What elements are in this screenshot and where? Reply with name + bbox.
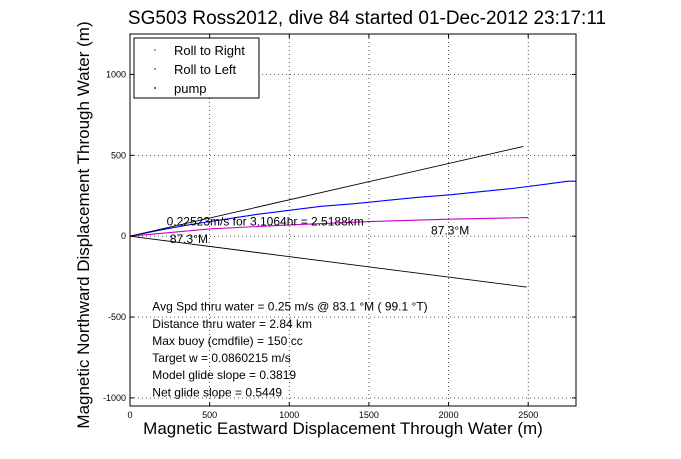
annotation-text: Net glide slope = 0.5449 <box>152 385 282 399</box>
chart-title: SG503 Ross2012, dive 84 started 01-Dec-2… <box>128 8 606 29</box>
annotation-text: Max buoy (cmdfile) = 150 cc <box>152 334 302 348</box>
legend-marker <box>154 49 156 51</box>
axes-frame <box>129 33 577 407</box>
plot-area: 0 500 1000 1500 2000 2500 -1000 -500 0 500 1000 0.2… <box>103 33 577 420</box>
x-tick-label: 1500 <box>359 410 379 420</box>
annotation-text: 87.3°M <box>170 232 208 246</box>
legend-entry-label: Roll to Left <box>174 62 237 77</box>
x-tick-label: 2500 <box>518 410 538 420</box>
x-tick-label: 0 <box>127 410 132 420</box>
y-axis-label: Magnetic Northward Displacement Through … <box>74 21 93 428</box>
legend-marker <box>154 87 156 89</box>
y-tick-label: -1000 <box>103 393 126 403</box>
legend-marker <box>154 68 156 70</box>
y-tick-label: 500 <box>111 150 126 160</box>
x-tick-label: 500 <box>202 410 217 420</box>
x-axis-label: Magnetic Eastward Displacement Through W… <box>143 419 543 438</box>
annotation-text: Avg Spd thru water = 0.25 m/s @ 83.1 °M … <box>152 300 427 314</box>
annotation-text: 87.3°M <box>431 224 469 238</box>
annotation-text: 0.22523m/s for 3.1064hr = 2.5188km <box>167 215 364 229</box>
y-tick-label: 1000 <box>106 69 126 79</box>
y-tick-label: -500 <box>108 312 126 322</box>
y-tick-label: 0 <box>121 231 126 241</box>
legend-entry-label: pump <box>174 81 207 96</box>
series-line-cone-lower <box>129 235 527 288</box>
x-tick-label: 2000 <box>439 410 459 420</box>
annotation-text: Distance thru water = 2.84 km <box>152 317 312 331</box>
annotation-text: Model glide slope = 0.3819 <box>152 368 296 382</box>
series-line-cone-upper <box>129 145 524 237</box>
x-tick-label: 1000 <box>279 410 299 420</box>
annotation-text: Target w = 0.0860215 m/s <box>152 351 290 365</box>
series-line-track-blue <box>129 180 576 237</box>
legend-entry-label: Roll to Right <box>174 43 245 58</box>
series-line-track-magenta <box>129 217 529 237</box>
